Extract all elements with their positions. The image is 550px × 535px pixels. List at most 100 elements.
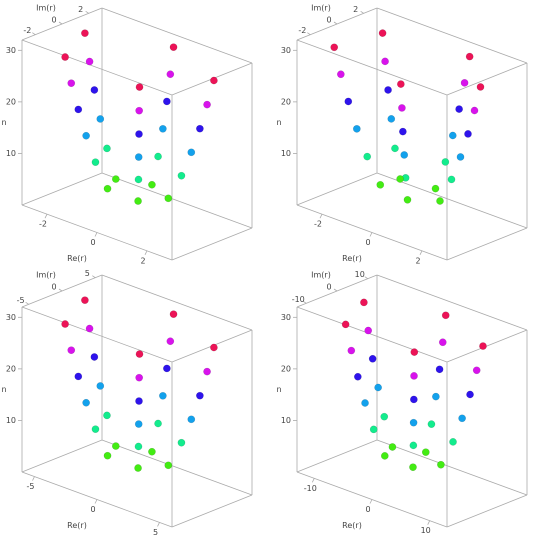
point — [85, 324, 94, 333]
point — [134, 197, 142, 205]
point — [409, 463, 417, 472]
z-tick-label: 10 — [281, 149, 291, 158]
point — [378, 29, 387, 37]
point — [169, 310, 178, 318]
point — [353, 125, 361, 133]
point — [148, 447, 156, 456]
z-tick-label: 30 — [281, 313, 291, 322]
point — [187, 415, 196, 424]
point — [91, 425, 100, 433]
point — [169, 43, 178, 51]
point — [61, 53, 69, 61]
y-axis-label: Im(r) — [36, 4, 56, 13]
point — [134, 420, 143, 428]
box-edge — [21, 439, 103, 473]
point — [177, 438, 186, 447]
point — [164, 461, 173, 470]
point — [330, 43, 339, 52]
point — [456, 153, 465, 161]
x-tick-label: 0 — [365, 505, 370, 514]
point — [134, 442, 143, 451]
point — [435, 365, 444, 374]
point — [381, 57, 389, 66]
point — [74, 105, 83, 114]
y-tick-label: -10 — [292, 295, 305, 304]
point — [464, 130, 472, 138]
point — [103, 411, 111, 420]
point — [159, 392, 167, 400]
x-tick — [369, 232, 373, 237]
point — [399, 127, 407, 136]
point — [465, 52, 474, 61]
y-tick-label: 2 — [78, 5, 83, 14]
point — [90, 353, 99, 361]
z-tick-label: 20 — [281, 364, 291, 373]
point — [347, 346, 356, 355]
y-axis-label: Im(r) — [36, 271, 56, 280]
point — [135, 83, 144, 91]
point — [410, 372, 418, 380]
point — [400, 151, 409, 159]
point — [154, 419, 162, 428]
point — [81, 29, 89, 38]
x-tick-label: -2 — [39, 220, 47, 229]
y-tick — [58, 21, 63, 25]
point — [135, 373, 143, 382]
point — [397, 80, 405, 88]
point — [380, 412, 389, 421]
z-tick-label: 10 — [281, 416, 291, 425]
y-tick-label: -2 — [298, 26, 306, 35]
point — [74, 372, 83, 381]
point — [409, 418, 418, 427]
box-edge — [376, 439, 528, 496]
point — [368, 354, 377, 363]
point — [441, 311, 450, 320]
point — [448, 131, 457, 140]
point — [436, 197, 444, 205]
point — [388, 443, 397, 451]
point — [187, 148, 196, 157]
y-tick-label: 0 — [326, 16, 331, 25]
point — [134, 153, 143, 161]
box-edge — [171, 494, 253, 528]
x-tick-label: -2 — [314, 220, 322, 229]
x-tick — [319, 213, 323, 219]
z-tick-label: 30 — [281, 46, 291, 55]
point — [364, 326, 373, 335]
y-axis-label: Im(r) — [311, 4, 331, 13]
point — [410, 348, 419, 356]
point — [374, 383, 382, 392]
point — [166, 70, 175, 79]
point — [369, 425, 378, 434]
x-axis-label: Re(r) — [342, 254, 362, 263]
point — [177, 171, 186, 180]
point — [203, 100, 211, 109]
box-edge — [296, 439, 378, 473]
z-tick-label: 20 — [6, 364, 16, 373]
point — [82, 131, 90, 140]
point — [479, 342, 487, 350]
point — [103, 144, 111, 153]
point — [363, 152, 372, 161]
x-tick — [311, 478, 315, 483]
point — [391, 144, 399, 153]
box-edge — [376, 7, 528, 64]
point — [61, 320, 69, 328]
box-edge — [446, 227, 528, 261]
box-edge — [376, 274, 528, 331]
y-tick-label: 0 — [326, 283, 331, 292]
y-tick — [32, 32, 36, 35]
point — [421, 448, 430, 457]
y-tick-label: 0 — [51, 283, 56, 292]
z-axis-label: n — [276, 385, 281, 394]
point — [458, 414, 466, 423]
box-edge — [446, 62, 528, 96]
point — [96, 115, 105, 123]
point — [203, 367, 211, 376]
point — [447, 175, 456, 184]
point — [354, 372, 362, 381]
point — [470, 106, 479, 115]
y-tick-label: -5 — [17, 296, 25, 305]
point — [437, 460, 445, 469]
